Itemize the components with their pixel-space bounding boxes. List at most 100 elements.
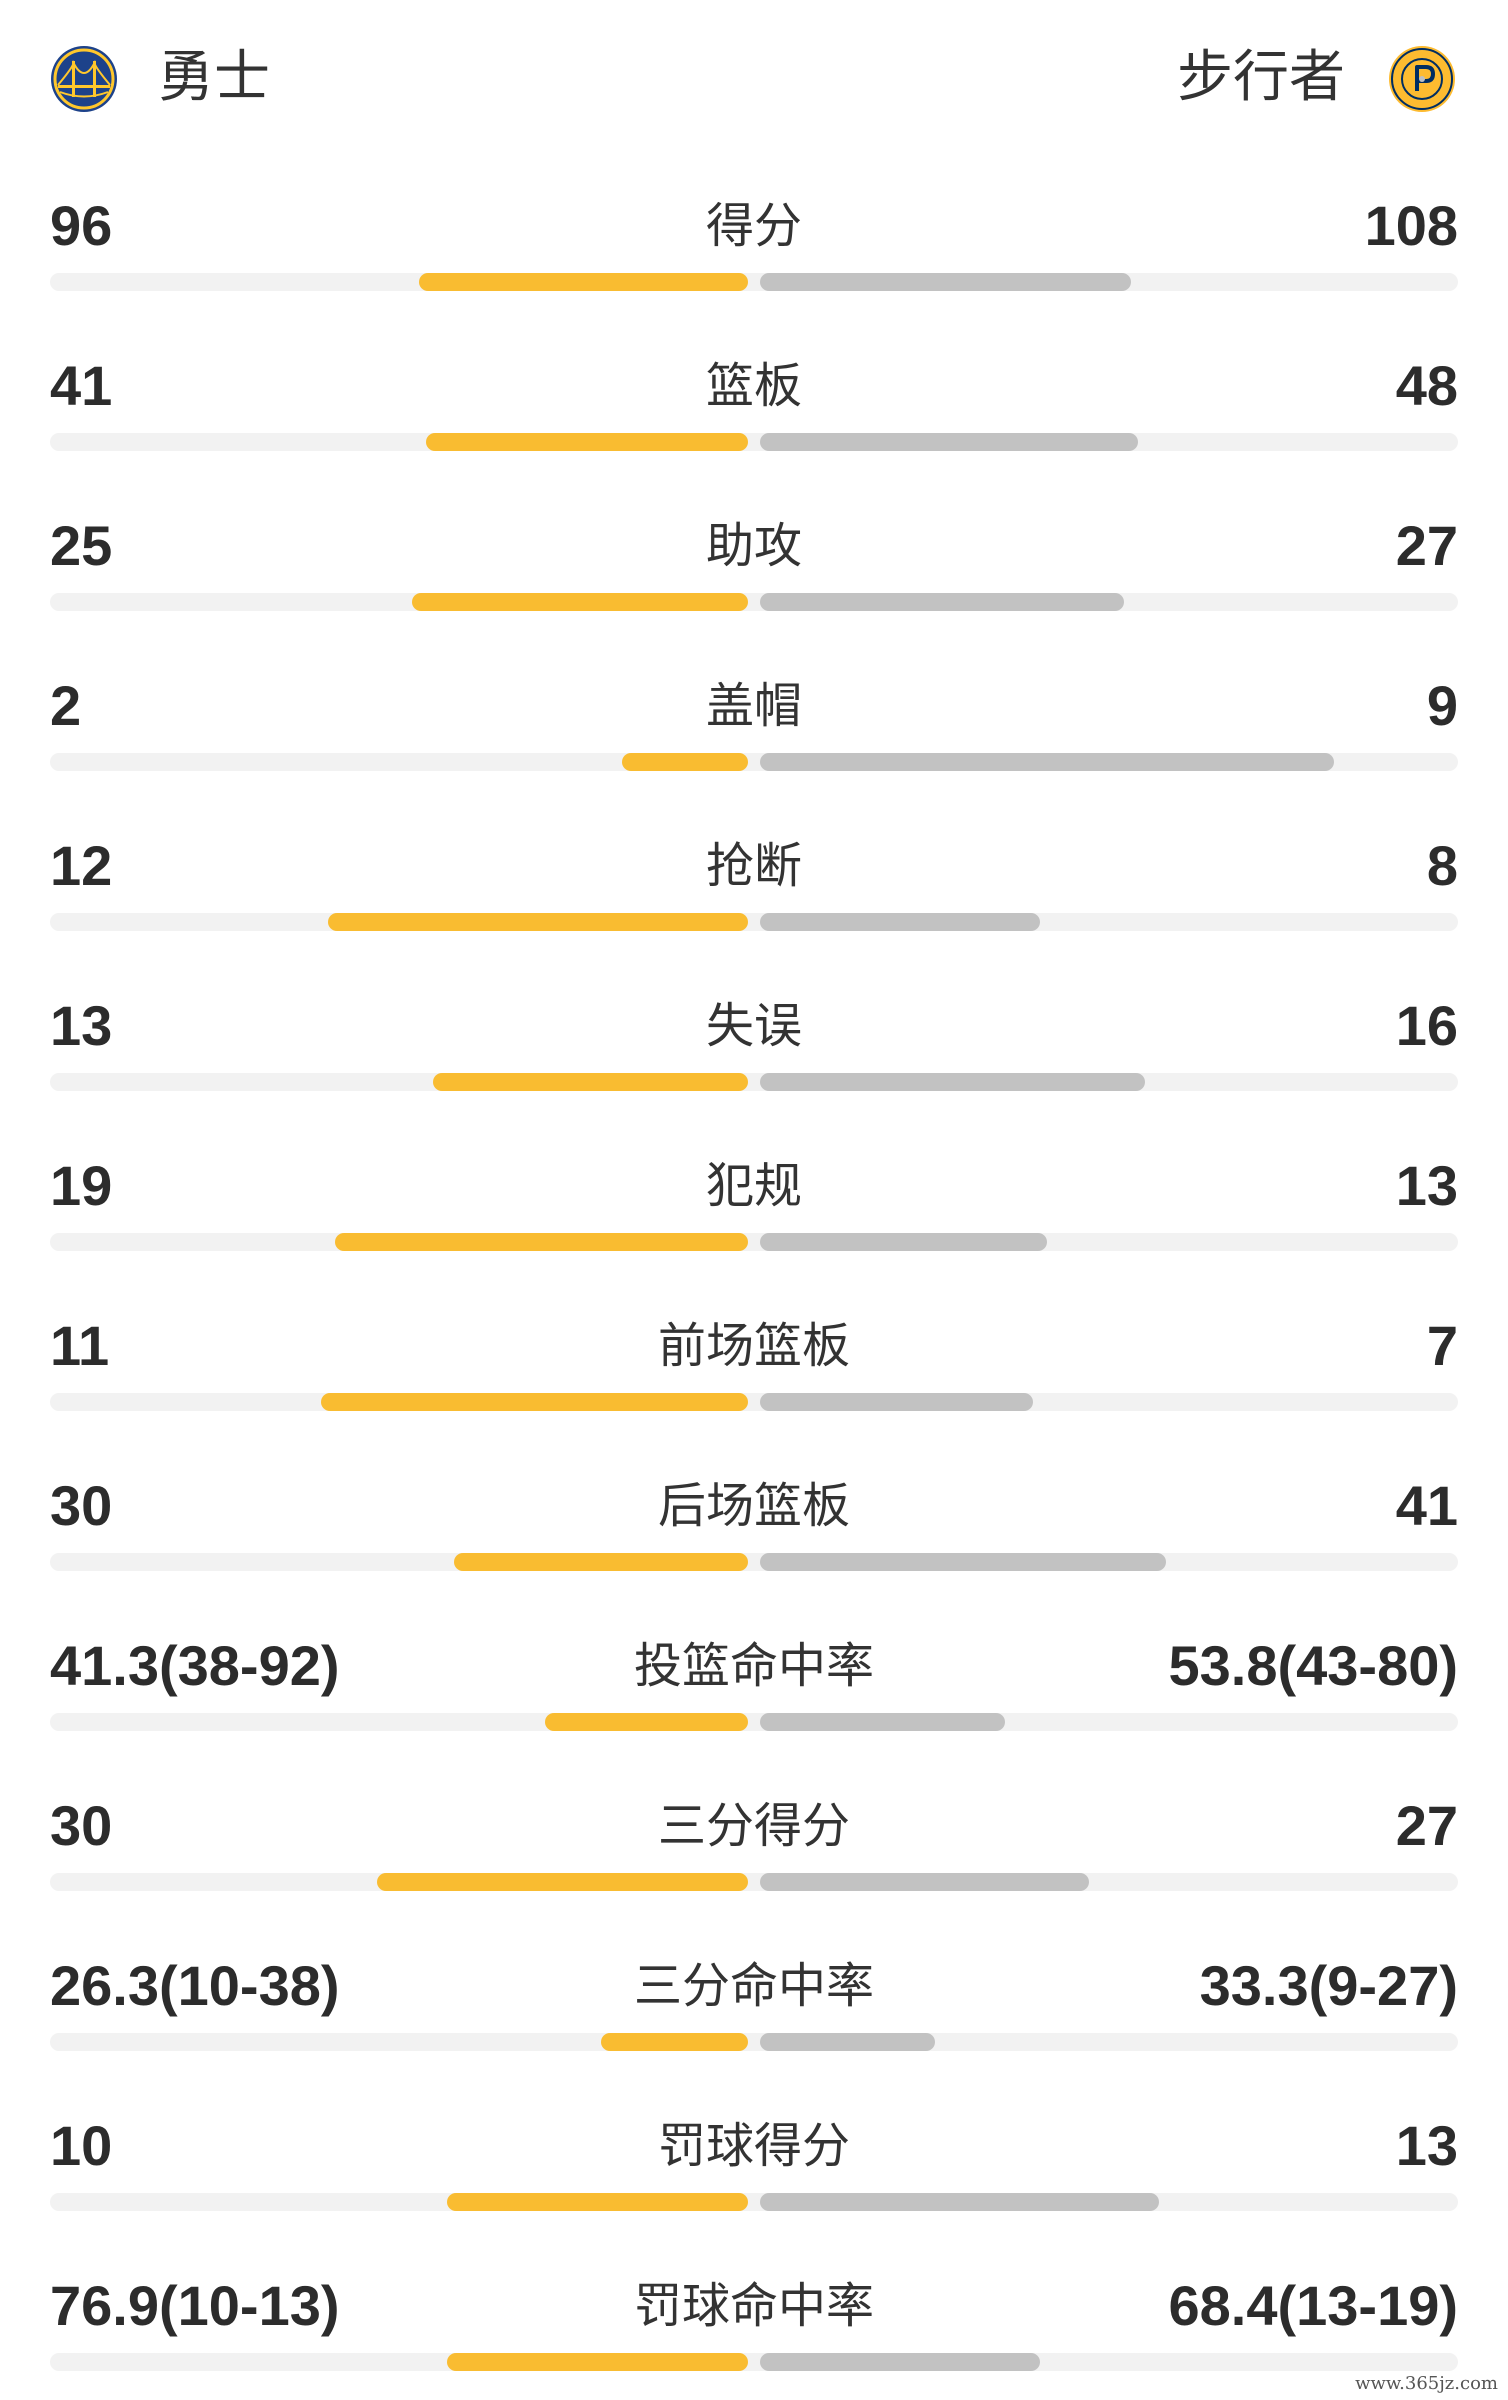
stat-bar-track xyxy=(50,2353,1458,2371)
home-stat-value: 76.9(10-13) xyxy=(50,2274,340,2337)
stat-label: 三分得分 xyxy=(657,1798,850,1854)
stat-row: 10 罚球得分 13 xyxy=(0,2080,1508,2240)
stat-label: 篮板 xyxy=(705,358,802,414)
away-stat-bar xyxy=(760,273,1131,291)
home-stat-value: 30 xyxy=(50,1794,113,1857)
home-stat-bar xyxy=(454,1553,748,1571)
away-stat-bar xyxy=(760,593,1124,611)
stat-bar-track xyxy=(50,1553,1458,1571)
away-stat-value: 8 xyxy=(1426,834,1458,897)
watermark: www.365jz.com xyxy=(1355,2373,1498,2394)
stat-bar-track xyxy=(50,273,1458,291)
away-stat-value: 16 xyxy=(1395,994,1458,1057)
home-stat-bar xyxy=(335,1233,748,1251)
home-stat-value: 19 xyxy=(50,1154,113,1217)
away-stat-bar xyxy=(760,1233,1047,1251)
away-stat-bar xyxy=(760,753,1334,771)
stat-bar-track xyxy=(50,1713,1458,1731)
home-stat-bar xyxy=(377,1873,748,1891)
away-stat-value: 9 xyxy=(1426,674,1458,737)
away-stat-bar xyxy=(760,913,1040,931)
away-stat-bar xyxy=(760,1553,1166,1571)
home-stat-bar xyxy=(447,2193,748,2211)
away-stat-value: 13 xyxy=(1395,2114,1458,2177)
away-team-name: 步行者 xyxy=(1177,45,1345,110)
stat-label: 投篮命中率 xyxy=(633,1638,874,1694)
stat-row: 41.3(38-92) 投篮命中率 53.8(43-80) xyxy=(0,1600,1508,1760)
home-stat-bar xyxy=(412,593,748,611)
stat-bar-track xyxy=(50,2193,1458,2211)
home-stat-bar xyxy=(426,433,748,451)
stat-row: 30 后场篮板 41 xyxy=(0,1440,1508,1600)
stat-row: 30 三分得分 27 xyxy=(0,1760,1508,1920)
home-stat-value: 13 xyxy=(50,994,113,1057)
away-stat-value: 68.4(13-19) xyxy=(1168,2274,1458,2337)
home-stat-value: 26.3(10-38) xyxy=(50,1954,340,2017)
away-stat-value: 7 xyxy=(1426,1314,1458,1377)
away-stat-value: 41 xyxy=(1395,1474,1458,1537)
warriors-logo-icon xyxy=(51,46,117,112)
stat-label: 失误 xyxy=(705,998,802,1054)
home-team-name: 勇士 xyxy=(158,45,270,110)
stat-row: 2 盖帽 9 xyxy=(0,640,1508,800)
away-stat-bar xyxy=(760,1073,1145,1091)
home-stat-value: 25 xyxy=(50,514,113,577)
home-stat-bar xyxy=(545,1713,748,1731)
scoreboard-header: 勇士 步行者 xyxy=(0,0,1508,160)
home-stat-value: 12 xyxy=(50,834,113,897)
away-stat-bar xyxy=(760,2033,935,2051)
stat-row: 19 犯规 13 xyxy=(0,1120,1508,1280)
stat-row: 12 抢断 8 xyxy=(0,800,1508,960)
home-stat-bar xyxy=(622,753,748,771)
stat-row: 25 助攻 27 xyxy=(0,480,1508,640)
stat-bar-track xyxy=(50,1233,1458,1251)
home-stat-value: 96 xyxy=(50,194,113,257)
stat-label: 罚球命中率 xyxy=(633,2278,874,2334)
home-stat-value: 41 xyxy=(50,354,113,417)
stat-label: 得分 xyxy=(705,198,802,254)
away-stat-value: 48 xyxy=(1395,354,1458,417)
stat-row: 76.9(10-13) 罚球命中率 68.4(13-19) xyxy=(0,2240,1508,2400)
stat-bar-track xyxy=(50,1873,1458,1891)
home-stat-bar xyxy=(447,2353,748,2371)
stat-label: 助攻 xyxy=(705,518,802,574)
home-stat-bar xyxy=(321,1393,748,1411)
stat-row: 26.3(10-38) 三分命中率 33.3(9-27) xyxy=(0,1920,1508,2080)
stat-bar-track xyxy=(50,2033,1458,2051)
away-stat-value: 27 xyxy=(1395,1794,1458,1857)
home-stat-value: 10 xyxy=(50,2114,113,2177)
stat-label: 罚球得分 xyxy=(657,2118,850,2174)
home-stat-value: 30 xyxy=(50,1474,113,1537)
stat-label: 盖帽 xyxy=(705,678,802,734)
stat-bar-track xyxy=(50,913,1458,931)
home-stat-bar xyxy=(419,273,748,291)
stat-label: 前场篮板 xyxy=(657,1318,850,1374)
stat-bar-track xyxy=(50,593,1458,611)
stat-label: 犯规 xyxy=(705,1158,802,1214)
stat-label: 后场篮板 xyxy=(657,1478,850,1534)
stat-row: 11 前场篮板 7 xyxy=(0,1280,1508,1440)
home-stat-bar xyxy=(433,1073,748,1091)
stat-bar-track xyxy=(50,1393,1458,1411)
stat-bar-track xyxy=(50,1073,1458,1091)
away-stat-bar xyxy=(760,1393,1033,1411)
stat-row: 13 失误 16 xyxy=(0,960,1508,1120)
away-stat-value: 53.8(43-80) xyxy=(1168,1634,1458,1697)
home-stat-bar xyxy=(328,913,748,931)
away-stat-value: 108 xyxy=(1364,194,1458,257)
home-stat-value: 41.3(38-92) xyxy=(50,1634,340,1697)
stat-label: 抢断 xyxy=(705,838,802,894)
away-stat-value: 33.3(9-27) xyxy=(1199,1954,1458,2017)
away-stat-bar xyxy=(760,1873,1089,1891)
away-stat-bar xyxy=(760,2353,1040,2371)
stat-bar-track xyxy=(50,433,1458,451)
stat-label: 三分命中率 xyxy=(633,1958,874,2014)
home-stat-bar xyxy=(601,2033,748,2051)
stat-row: 41 篮板 48 xyxy=(0,320,1508,480)
stat-row: 96 得分 108 xyxy=(0,160,1508,320)
away-stat-bar xyxy=(760,2193,1159,2211)
home-stat-value: 11 xyxy=(50,1314,110,1377)
pacers-logo-icon xyxy=(1389,46,1455,112)
away-stat-bar xyxy=(760,1713,1005,1731)
away-stat-value: 13 xyxy=(1395,1154,1458,1217)
